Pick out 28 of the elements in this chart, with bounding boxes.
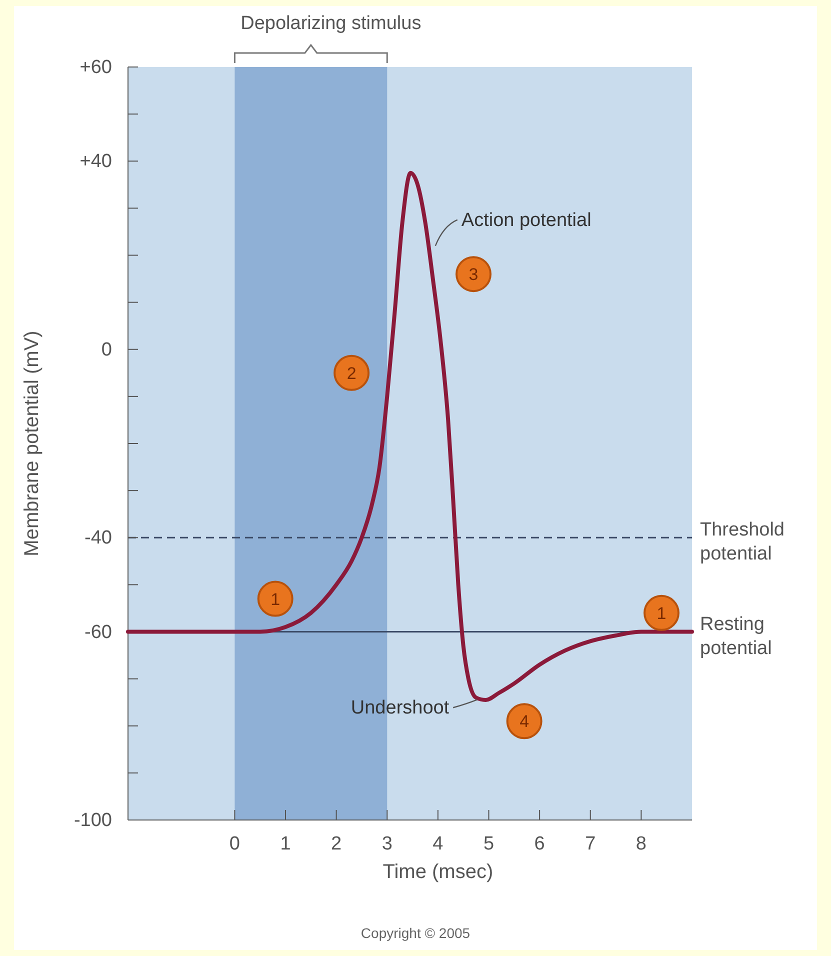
- x-tick-label: 8: [636, 833, 646, 854]
- y-axis-title: Membrane potential (mV): [21, 330, 43, 556]
- annotation: Action potential: [461, 210, 592, 231]
- x-tick-label: 7: [585, 833, 596, 854]
- band-label: Depolarizing stimulus: [240, 13, 422, 34]
- ref-line-label: Resting potential: [700, 614, 772, 659]
- y-tick-label: -60: [84, 622, 112, 643]
- ref-line-label: Threshold potential: [700, 520, 784, 565]
- annotation: 3: [468, 265, 478, 284]
- x-tick-label: 5: [483, 833, 494, 854]
- x-tick-label: 2: [331, 833, 342, 854]
- y-tick-label: -40: [84, 528, 112, 549]
- x-tick-label: 1: [280, 833, 291, 854]
- annotation: 2: [346, 364, 356, 383]
- x-tick-label: 3: [382, 833, 392, 854]
- y-tick-label: +60: [80, 57, 112, 78]
- y-tick-label: +40: [80, 151, 112, 172]
- text: Copyright © 2005: [360, 925, 470, 941]
- x-tick-label: 4: [432, 833, 444, 854]
- annotation: 4: [520, 712, 530, 732]
- y-tick-label: 0: [101, 339, 112, 360]
- x-tick-label: 6: [534, 833, 545, 854]
- annotation: Undershoot: [350, 698, 450, 719]
- x-axis-title: Time (msec): [382, 861, 494, 883]
- annotation: 1: [270, 590, 280, 609]
- y-tick-label: -100: [74, 810, 112, 832]
- annotation: 1: [656, 604, 666, 623]
- x-tick-label: 0: [229, 833, 240, 854]
